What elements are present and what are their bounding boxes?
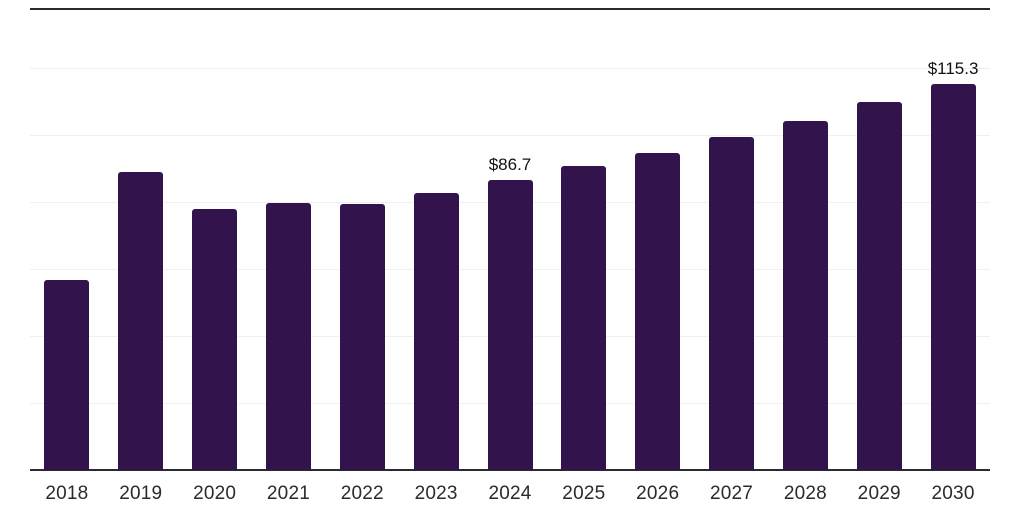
x-tick-label-2022: 2022 bbox=[340, 483, 384, 504]
x-tick-label-2021: 2021 bbox=[266, 483, 310, 504]
grid-line-100 bbox=[30, 135, 990, 136]
x-tick-label-2024: 2024 bbox=[488, 483, 532, 504]
x-tick-label-2029: 2029 bbox=[857, 483, 901, 504]
x-tick-label-2020: 2020 bbox=[193, 483, 237, 504]
plot-top-border bbox=[30, 8, 990, 10]
x-tick-label-2018: 2018 bbox=[45, 483, 89, 504]
x-tick-label-2028: 2028 bbox=[783, 483, 827, 504]
bar-2020 bbox=[192, 209, 238, 470]
grid-line-120 bbox=[30, 68, 990, 69]
bar-2018 bbox=[44, 279, 90, 470]
bar-2023 bbox=[413, 192, 459, 470]
bar-2030 bbox=[930, 83, 976, 470]
bar-2022 bbox=[339, 204, 385, 470]
x-tick-label-2026: 2026 bbox=[636, 483, 680, 504]
bar-2027 bbox=[709, 137, 755, 470]
bar-2025 bbox=[561, 166, 607, 470]
x-tick-label-2023: 2023 bbox=[414, 483, 458, 504]
bar-2028 bbox=[782, 120, 828, 470]
bar-2021 bbox=[265, 203, 311, 470]
bar-2029 bbox=[856, 102, 902, 470]
x-tick-label-2019: 2019 bbox=[119, 483, 163, 504]
bar-2019 bbox=[118, 171, 164, 470]
bar-value-label-2024: $86.7 bbox=[488, 154, 532, 174]
bar-2026 bbox=[635, 152, 681, 470]
x-axis-line bbox=[30, 469, 990, 471]
x-tick-label-2025: 2025 bbox=[562, 483, 606, 504]
x-tick-label-2030: 2030 bbox=[931, 483, 975, 504]
bar-2024 bbox=[487, 179, 533, 470]
x-tick-label-2027: 2027 bbox=[709, 483, 754, 504]
bar-value-label-2030: $115.3 bbox=[927, 58, 979, 78]
